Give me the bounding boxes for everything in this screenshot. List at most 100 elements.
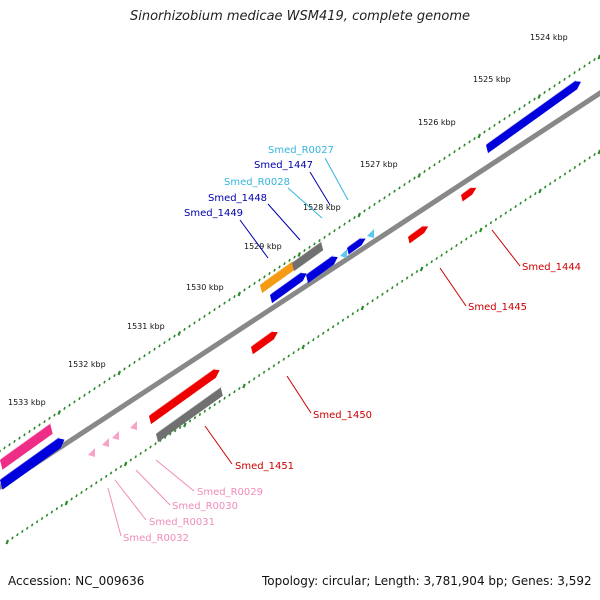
- pseudo-feature-lower: [156, 385, 223, 443]
- tick-mark: [338, 225, 341, 229]
- gene-label-smed-1445[interactable]: Smed_1445: [468, 302, 527, 313]
- tick-mark: [247, 380, 251, 384]
- tick-mark: [568, 169, 572, 173]
- tick-mark: [458, 146, 461, 150]
- tick-mark: [479, 227, 483, 233]
- tick-mark: [376, 295, 379, 300]
- tick-mark: [123, 461, 128, 467]
- gene-label-smed-1449[interactable]: Smed_1449: [184, 208, 243, 219]
- gene-label-smed-1451[interactable]: Smed_1451: [235, 461, 294, 472]
- tick-mark: [11, 536, 14, 540]
- cds-smed-1449: [270, 270, 307, 304]
- cds-smed-upper-right: [486, 79, 581, 154]
- tick-mark: [252, 377, 256, 381]
- gene-label-smed-1447[interactable]: Smed_1447: [254, 160, 313, 171]
- tick-mark: [533, 97, 536, 101]
- tick-mark: [40, 516, 44, 521]
- tick-mark: [183, 327, 186, 332]
- tick-mark: [268, 271, 271, 276]
- tick-mark: [148, 350, 151, 355]
- tick-labels: 1524 kbp 1525 kbp 1526 kbp 1527 kbp 1528 kbp…: [8, 33, 568, 407]
- tick-mark: [386, 289, 389, 293]
- gene-label-smed-1448[interactable]: Smed_1448: [208, 193, 267, 204]
- cds-smed-1444: [461, 186, 477, 202]
- gene-label-smed-1444[interactable]: Smed_1444: [522, 262, 581, 273]
- tick-mark: [53, 413, 56, 417]
- tick-mark: [292, 351, 295, 355]
- gene-label-smed-r0027[interactable]: Smed_R0027: [268, 145, 334, 156]
- tick-mark: [537, 94, 542, 99]
- tick-mark: [405, 276, 409, 280]
- tick-mark: [169, 432, 172, 436]
- tick-mark: [228, 298, 231, 302]
- tick-mark: [430, 260, 434, 264]
- tick-mark: [326, 328, 330, 332]
- tick-mark: [134, 455, 138, 459]
- tick-mark: [499, 214, 503, 218]
- tick-mark: [301, 344, 306, 350]
- tick-mark: [433, 163, 436, 167]
- tick-mark: [117, 370, 122, 376]
- tick-mark: [98, 383, 101, 387]
- tick-mark: [483, 130, 486, 134]
- gene-label-smed-r0031[interactable]: Smed_R0031: [149, 517, 215, 528]
- gene-label-smed-r0029[interactable]: Smed_R0029: [197, 487, 263, 498]
- tick-mark: [93, 387, 96, 391]
- tick-mark: [538, 188, 542, 194]
- label-leader-lines: [107, 157, 521, 537]
- tick-mark: [95, 481, 98, 485]
- rna-smed-r0030: [112, 431, 119, 440]
- tick-mark: [419, 266, 424, 272]
- gene-labels: Smed_R0027 Smed_1447 Smed_R0028 Smed_1448 Sm…: [123, 145, 581, 544]
- tick-mark: [563, 77, 566, 81]
- tick-mark: [440, 253, 443, 257]
- tick-mark: [474, 230, 478, 235]
- tick-mark: [50, 510, 54, 514]
- rna-smed-r0028: [340, 249, 347, 258]
- tick-mark: [288, 258, 291, 262]
- tick-mark: [341, 318, 345, 322]
- tick-mark: [573, 71, 576, 75]
- gene-label-smed-r0028[interactable]: Smed_R0028: [224, 177, 290, 188]
- tick-mark: [477, 133, 482, 139]
- tick-mark: [113, 373, 116, 378]
- tick-label: 1526 kbp: [418, 118, 456, 127]
- tick-mark: [410, 273, 414, 277]
- gene-label-smed-r0030[interactable]: Smed_R0030: [172, 501, 238, 512]
- tick-mark: [588, 61, 591, 65]
- tick-mark: [208, 406, 212, 410]
- tick-mark: [583, 159, 586, 163]
- tick-mark: [263, 275, 266, 279]
- tick-mark: [90, 484, 93, 488]
- tick-mark: [393, 189, 396, 193]
- tick-mark: [158, 344, 161, 348]
- genome-backbone: [0, 90, 600, 490]
- tick-mark: [16, 533, 19, 537]
- tick-mark: [360, 305, 365, 311]
- tick-label: 1529 kbp: [244, 242, 282, 251]
- tick-mark: [509, 208, 512, 212]
- tick-mark: [443, 156, 446, 160]
- rna-smed-r0032: [88, 448, 95, 457]
- tick-marks-outer: [0, 54, 600, 454]
- tick-mark: [353, 215, 356, 220]
- cds-smed-1451: [149, 367, 220, 425]
- tick-mark: [85, 487, 88, 491]
- tick-mark: [494, 217, 498, 222]
- tick-mark: [488, 127, 491, 131]
- tick-mark: [395, 282, 399, 287]
- tick-mark: [498, 120, 501, 124]
- tick-mark: [318, 239, 321, 243]
- gene-label-smed-1450[interactable]: Smed_1450: [313, 410, 372, 421]
- tick-mark: [469, 234, 473, 238]
- leader-line: [309, 171, 331, 206]
- tick-mark: [308, 245, 311, 249]
- tick-mark: [278, 265, 281, 269]
- tick-mark: [548, 87, 551, 91]
- tick-mark: [313, 242, 316, 246]
- gene-label-smed-r0032[interactable]: Smed_R0032: [123, 533, 189, 544]
- tick-mark: [272, 364, 276, 368]
- tick-mark: [33, 426, 36, 430]
- tick-mark: [493, 123, 496, 127]
